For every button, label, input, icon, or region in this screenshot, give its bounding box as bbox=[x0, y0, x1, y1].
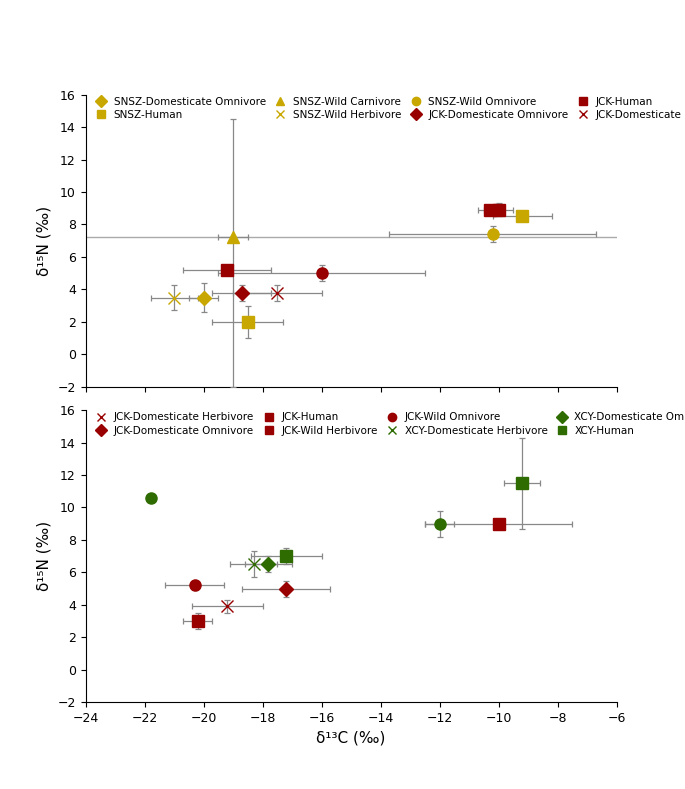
X-axis label: δ¹³C (‰): δ¹³C (‰) bbox=[316, 731, 386, 746]
Legend: SNSZ-Domesticate Omnivore, SNSZ-Human, SNSZ-Wild Carnivore, SNSZ-Wild Herbivore,: SNSZ-Domesticate Omnivore, SNSZ-Human, S… bbox=[91, 97, 685, 120]
Y-axis label: δ¹⁵N (‰): δ¹⁵N (‰) bbox=[37, 206, 52, 276]
Legend: JCK-Domesticate Herbivore, JCK-Domesticate Omnivore, JCK-Human, JCK-Wild Herbivo: JCK-Domesticate Herbivore, JCK-Domestica… bbox=[91, 413, 685, 436]
Y-axis label: δ¹⁵N (‰): δ¹⁵N (‰) bbox=[37, 521, 52, 591]
